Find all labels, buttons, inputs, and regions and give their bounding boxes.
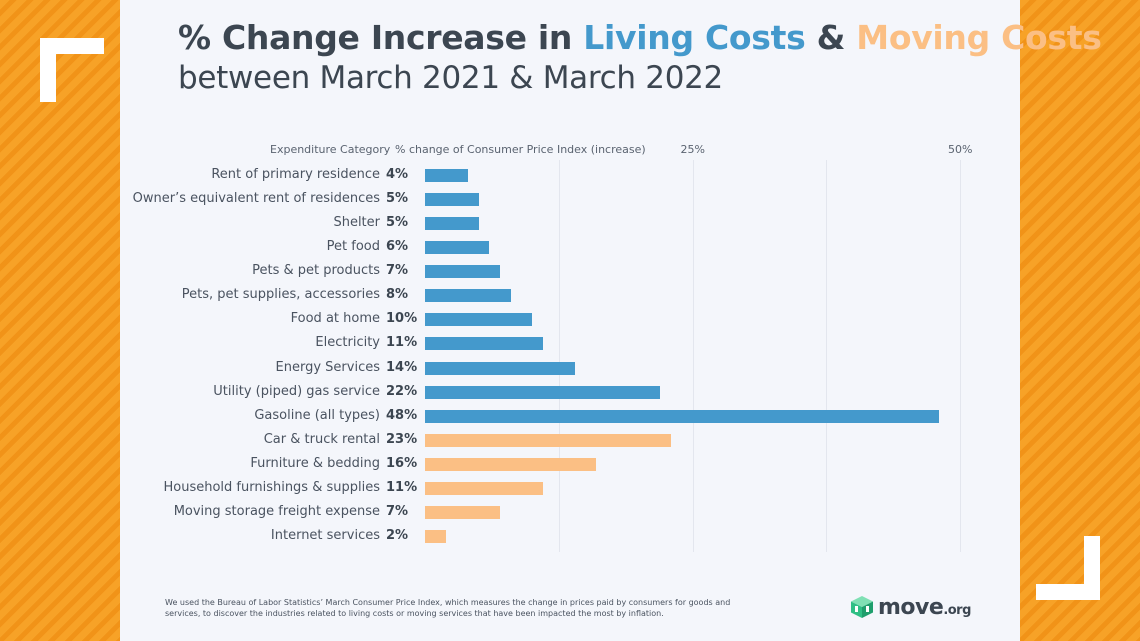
title-lead: % Change Increase in <box>178 18 584 57</box>
category-label: Electricity <box>315 335 380 351</box>
bar-living <box>425 193 479 207</box>
category-label: Car & truck rental <box>263 431 380 447</box>
footnote: We used the Bureau of Labor Statistics’ … <box>165 598 731 618</box>
bar-moving <box>425 505 500 519</box>
logo: move.org <box>850 593 971 621</box>
value-label: 16% <box>386 455 418 471</box>
category-label: Food at home <box>290 311 380 327</box>
bar-living <box>425 289 511 303</box>
category-label: Household furnishings & supplies <box>163 479 380 495</box>
bar-living <box>425 313 532 327</box>
value-label: 10% <box>386 311 418 327</box>
value-label: 7% <box>386 503 409 519</box>
logo-tld: .org <box>943 602 971 618</box>
header-category: Expenditure Category <box>270 143 391 156</box>
value-label: 48% <box>386 407 418 423</box>
category-label: Owner’s equivalent rent of residences <box>132 191 380 207</box>
title-ampersand: & <box>805 18 857 57</box>
value-label: 5% <box>386 191 409 207</box>
bar-living <box>425 241 490 255</box>
bar-moving <box>425 457 597 471</box>
logo-wordmark: move.org <box>878 595 971 620</box>
category-label: Gasoline (all types) <box>254 407 380 423</box>
category-label: Pets & pet products <box>252 263 380 279</box>
tick-label: 50% <box>948 143 973 156</box>
value-label: 14% <box>386 359 418 375</box>
category-label: Rent of primary residence <box>211 167 380 182</box>
category-label: Moving storage freight expense <box>173 503 380 519</box>
gridline <box>960 160 961 552</box>
right-striped-border <box>1020 0 1140 641</box>
value-label: 5% <box>386 215 409 231</box>
corner-bracket-bottom-right <box>1036 536 1100 600</box>
category-label: Pet food <box>326 239 380 255</box>
bar-living <box>425 361 575 375</box>
title-moving-costs: Moving Costs <box>856 18 1102 57</box>
header-value: % change of Consumer Price Index (increa… <box>395 143 646 156</box>
bar-living <box>425 265 500 279</box>
tick-label: 25% <box>680 143 705 156</box>
gridline <box>692 160 694 552</box>
category-label: Energy Services <box>275 359 380 375</box>
gridline <box>826 160 828 552</box>
value-label: 11% <box>386 479 418 495</box>
value-label: 6% <box>386 239 409 255</box>
bar-living <box>425 385 661 399</box>
bar-living <box>425 169 468 182</box>
value-label: 7% <box>386 263 409 279</box>
chart-panel: % Change Increase in Living Costs & Movi… <box>120 0 1102 641</box>
left-striped-border <box>0 0 120 641</box>
value-label: 22% <box>386 383 418 399</box>
category-label: Shelter <box>333 215 380 231</box>
bar-living <box>425 217 479 231</box>
value-label: 2% <box>386 528 409 544</box>
value-label: 8% <box>386 287 409 303</box>
value-label: 23% <box>386 431 418 447</box>
category-label: Internet services <box>270 528 380 544</box>
move-cube-icon <box>851 596 873 618</box>
title-living-costs: Living Costs <box>583 18 806 57</box>
bar-moving <box>425 481 543 495</box>
chart-subtitle: between March 2021 & March 2022 <box>178 60 723 96</box>
category-label: Pets, pet supplies, accessories <box>181 287 380 303</box>
value-label: 11% <box>386 335 418 351</box>
value-label: 4% <box>386 167 409 182</box>
bar-moving <box>425 433 672 447</box>
category-label: Furniture & bedding <box>250 455 380 471</box>
logo-name: move <box>878 594 944 620</box>
bar-moving <box>425 530 447 544</box>
bar-living <box>425 409 939 423</box>
category-label: Utility (piped) gas service <box>213 383 380 399</box>
gridline <box>558 160 560 552</box>
corner-bracket-top-left <box>40 38 104 102</box>
bar-living <box>425 337 543 351</box>
chart-title: % Change Increase in Living Costs & Movi… <box>178 18 1102 57</box>
